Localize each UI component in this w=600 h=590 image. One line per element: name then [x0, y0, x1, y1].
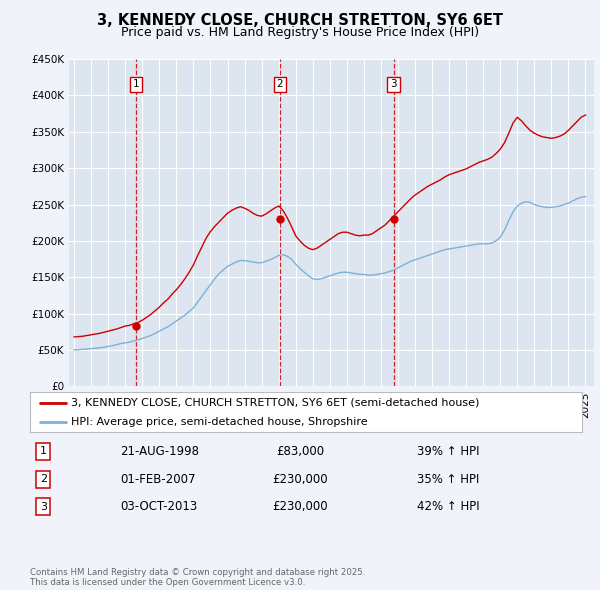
Text: 3, KENNEDY CLOSE, CHURCH STRETTON, SY6 6ET (semi-detached house): 3, KENNEDY CLOSE, CHURCH STRETTON, SY6 6…	[71, 398, 480, 408]
Text: 2: 2	[40, 474, 47, 484]
Text: 21-AUG-1998: 21-AUG-1998	[120, 445, 199, 458]
Text: HPI: Average price, semi-detached house, Shropshire: HPI: Average price, semi-detached house,…	[71, 417, 368, 427]
Text: 3: 3	[40, 502, 47, 512]
Text: £83,000: £83,000	[276, 445, 324, 458]
Text: 3, KENNEDY CLOSE, CHURCH STRETTON, SY6 6ET: 3, KENNEDY CLOSE, CHURCH STRETTON, SY6 6…	[97, 13, 503, 28]
Text: 1: 1	[133, 80, 139, 90]
Text: 01-FEB-2007: 01-FEB-2007	[120, 473, 196, 486]
Text: 03-OCT-2013: 03-OCT-2013	[120, 500, 197, 513]
Text: 42% ↑ HPI: 42% ↑ HPI	[417, 500, 479, 513]
Text: Price paid vs. HM Land Registry's House Price Index (HPI): Price paid vs. HM Land Registry's House …	[121, 26, 479, 39]
Text: Contains HM Land Registry data © Crown copyright and database right 2025.
This d: Contains HM Land Registry data © Crown c…	[30, 568, 365, 587]
Text: 39% ↑ HPI: 39% ↑ HPI	[417, 445, 479, 458]
Text: 3: 3	[391, 80, 397, 90]
Text: 35% ↑ HPI: 35% ↑ HPI	[417, 473, 479, 486]
Text: 2: 2	[277, 80, 283, 90]
Text: £230,000: £230,000	[272, 473, 328, 486]
Text: 1: 1	[40, 447, 47, 456]
Text: £230,000: £230,000	[272, 500, 328, 513]
